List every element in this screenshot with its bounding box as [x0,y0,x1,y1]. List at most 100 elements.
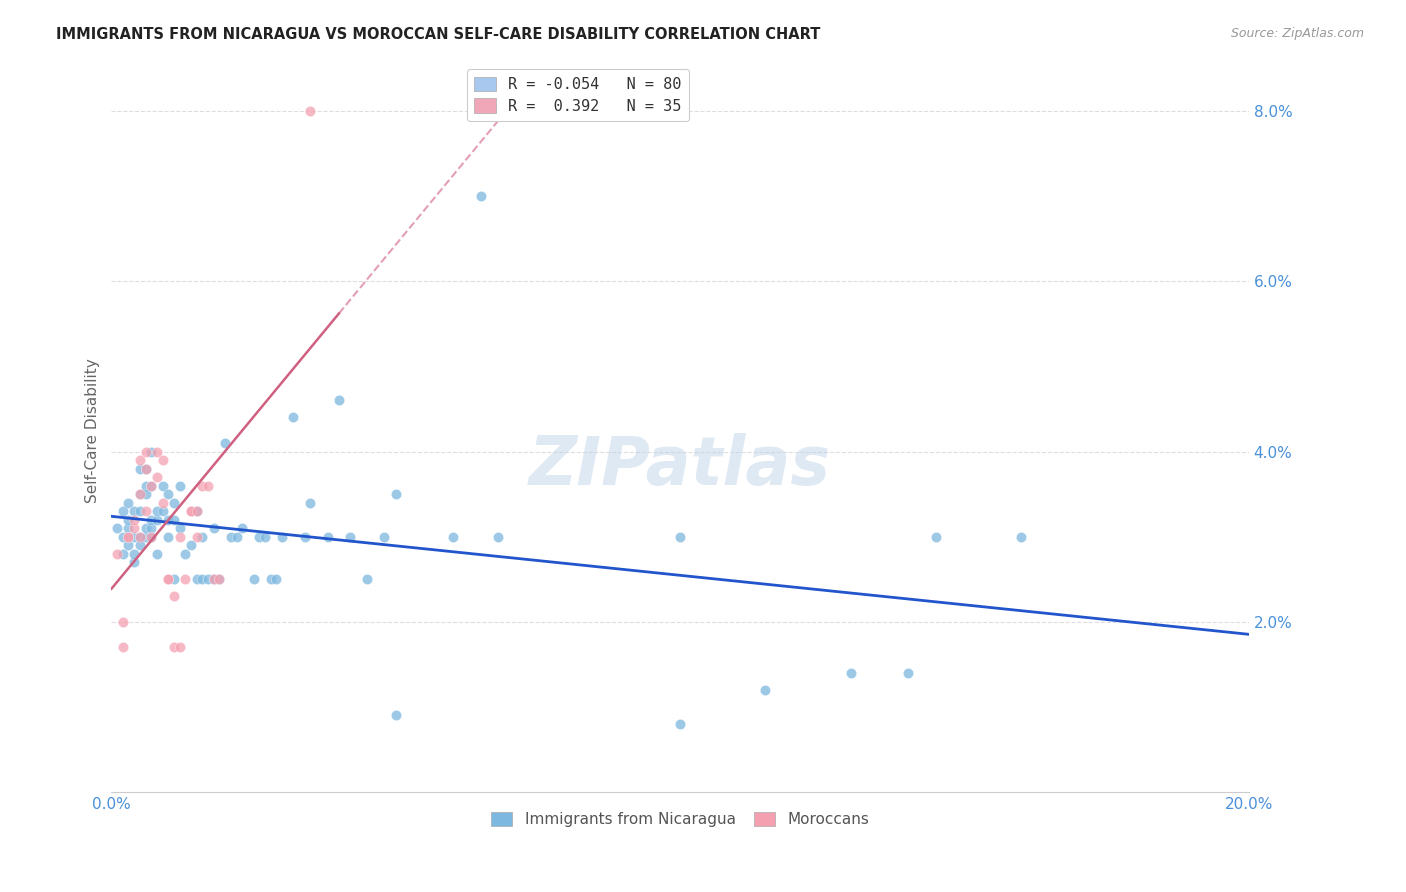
Point [169,530,191,544]
Point [441,530,464,544]
Point [157,572,180,586]
Point [122,547,145,561]
Point [186,572,208,586]
Point [128,487,150,501]
Point [202,521,225,535]
Point [128,461,150,475]
Point [247,530,270,544]
Point [157,513,180,527]
Point [135,487,157,501]
Point [486,530,509,544]
Point [470,189,492,203]
Point [146,547,169,561]
Point [163,589,186,603]
Point [259,572,281,586]
Point [122,555,145,569]
Point [356,572,378,586]
Point [384,708,406,723]
Point [128,530,150,544]
Point [373,530,395,544]
Point [253,530,276,544]
Point [122,504,145,518]
Point [135,461,157,475]
Point [105,521,128,535]
Point [925,530,948,544]
Point [146,444,169,458]
Point [117,495,139,509]
Point [202,572,225,586]
Point [169,521,191,535]
Point [197,572,219,586]
Point [186,530,208,544]
Point [186,504,208,518]
Point [294,530,316,544]
Point [299,495,322,509]
Point [180,504,202,518]
Text: IMMIGRANTS FROM NICARAGUA VS MOROCCAN SELF-CARE DISABILITY CORRELATION CHART: IMMIGRANTS FROM NICARAGUA VS MOROCCAN SE… [56,27,821,42]
Point [152,478,174,492]
Point [117,530,139,544]
Point [146,504,169,518]
Point [141,521,163,535]
Point [152,504,174,518]
Point [146,470,169,484]
Point [111,530,134,544]
Point [105,547,128,561]
Point [197,478,219,492]
Point [669,717,692,731]
Point [135,461,157,475]
Point [299,104,322,119]
Point [669,530,692,544]
Point [152,453,174,467]
Point [754,682,776,697]
Point [897,665,920,680]
Point [152,495,174,509]
Point [141,530,163,544]
Point [191,572,214,586]
Point [128,530,150,544]
Point [328,393,350,408]
Point [1010,530,1032,544]
Point [163,513,186,527]
Point [163,572,186,586]
Point [225,530,247,544]
Point [208,572,231,586]
Point [128,453,150,467]
Point [135,504,157,518]
Point [202,572,225,586]
Legend: Immigrants from Nicaragua, Moroccans: Immigrants from Nicaragua, Moroccans [484,805,877,835]
Point [141,478,163,492]
Point [180,504,202,518]
Point [117,538,139,552]
Point [266,572,288,586]
Point [157,572,180,586]
Text: ZIPatlas: ZIPatlas [529,434,831,500]
Point [141,530,163,544]
Point [271,530,294,544]
Point [157,530,180,544]
Point [242,572,264,586]
Point [174,572,197,586]
Point [283,410,305,425]
Point [163,640,186,655]
Point [163,495,186,509]
Point [117,530,139,544]
Point [141,444,163,458]
Point [174,547,197,561]
Point [191,530,214,544]
Point [128,487,150,501]
Point [384,487,406,501]
Point [111,640,134,655]
Point [169,478,191,492]
Point [135,478,157,492]
Point [141,478,163,492]
Point [135,530,157,544]
Point [111,547,134,561]
Point [111,615,134,629]
Point [339,530,361,544]
Point [169,640,191,655]
Point [135,444,157,458]
Y-axis label: Self-Care Disability: Self-Care Disability [86,358,100,502]
Point [117,513,139,527]
Point [316,530,339,544]
